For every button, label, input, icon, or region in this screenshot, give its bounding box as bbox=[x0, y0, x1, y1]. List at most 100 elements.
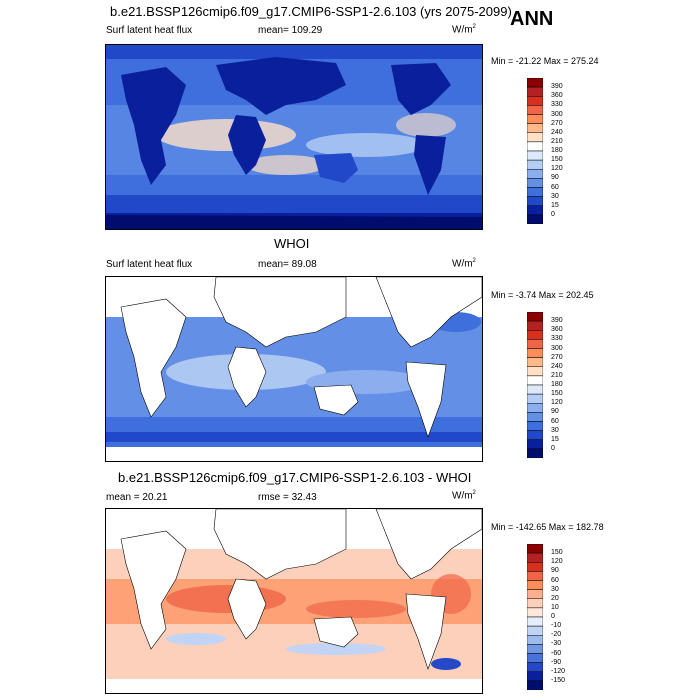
colorbar-level-label: -60 bbox=[551, 649, 562, 657]
panel2-variable-label: Surf latent heat flux bbox=[106, 259, 193, 270]
colorbar-swatch bbox=[527, 375, 543, 386]
colorbar-swatch bbox=[527, 123, 543, 133]
colorbar-level-label: 0 bbox=[551, 210, 555, 218]
panel2-title: WHOI bbox=[274, 236, 310, 251]
panel1-units: W/m2 bbox=[452, 24, 476, 36]
colorbar-swatch bbox=[527, 393, 543, 404]
colorbar-swatch bbox=[527, 403, 543, 413]
season-label: ANN bbox=[510, 8, 554, 30]
colorbar-swatch bbox=[527, 187, 543, 197]
colorbar-swatch bbox=[527, 196, 543, 206]
colorbar-level-label: 20 bbox=[551, 594, 559, 602]
panel3-units: W/m2 bbox=[452, 490, 476, 502]
colorbar-level-label: 0 bbox=[551, 613, 555, 620]
colorbar-swatch bbox=[527, 96, 543, 106]
colorbar-level-label: 15 bbox=[551, 435, 559, 443]
colorbar-level-label: 360 bbox=[551, 326, 563, 334]
colorbar-level-label: 60 bbox=[551, 576, 559, 584]
colorbar-swatch bbox=[527, 78, 543, 88]
colorbar-level-label: 60 bbox=[551, 417, 559, 425]
colorbar-level-label: 180 bbox=[551, 147, 563, 154]
colorbar-level-label: 15 bbox=[551, 201, 559, 209]
panel2-minmax: Min = -3.74 Max = 202.45 bbox=[491, 290, 594, 300]
colorbar-level-label: -150 bbox=[551, 676, 566, 684]
colorbar-level-label: -20 bbox=[551, 631, 562, 639]
colorbar-level-label: 30 bbox=[551, 192, 559, 200]
colorbar-swatch bbox=[527, 86, 543, 97]
colorbar-level-label: 60 bbox=[551, 183, 559, 191]
colorbar-swatch bbox=[527, 320, 543, 331]
colorbar-swatch bbox=[527, 421, 543, 431]
colorbar-level-label: -30 bbox=[551, 640, 562, 648]
colorbar-level-label: 30 bbox=[551, 426, 559, 434]
panel2-map-svg bbox=[106, 277, 482, 461]
colorbar-swatch bbox=[527, 330, 543, 340]
panel1-variable-label: Surf latent heat flux bbox=[106, 25, 193, 36]
colorbar-swatch bbox=[527, 114, 543, 124]
colorbar-level-label: 390 bbox=[551, 83, 563, 91]
panel3-minmax: Min = -142.65 Max = 182.78 bbox=[491, 522, 604, 532]
colorbar-swatch bbox=[527, 214, 543, 224]
colorbar-swatch bbox=[527, 366, 543, 377]
colorbar-level-label: 150 bbox=[551, 156, 563, 164]
colorbar-swatch bbox=[527, 580, 543, 590]
panel3-colorbar-labels: 150 120 90 60 30 20 10 0 -10 -20 -30 -60 -90 -120 -150 bbox=[551, 544, 581, 690]
colorbar-swatch bbox=[527, 205, 543, 216]
colorbar-level-label: 30 bbox=[551, 585, 559, 593]
colorbar-level-label: 240 bbox=[551, 362, 563, 370]
colorbar-level-label: 330 bbox=[551, 101, 563, 109]
panel3-title: b.e21.BSSP126cmip6.f09_g17.CMIP6-SSP1-2.… bbox=[118, 470, 472, 485]
colorbar-swatch bbox=[527, 412, 543, 422]
panel3-map bbox=[105, 508, 483, 694]
panel1-colorbar bbox=[527, 78, 543, 224]
colorbar-level-label: 270 bbox=[551, 119, 563, 127]
colorbar-swatch bbox=[527, 105, 543, 115]
colorbar-swatch bbox=[527, 607, 543, 618]
colorbar-level-label: -120 bbox=[551, 667, 566, 675]
colorbar-swatch bbox=[527, 653, 543, 663]
colorbar-swatch bbox=[527, 680, 543, 690]
panel2-colorbar-svg bbox=[527, 312, 543, 458]
colorbar-level-label: 360 bbox=[551, 92, 563, 100]
colorbar-swatch bbox=[527, 671, 543, 682]
colorbar-level-label: 90 bbox=[551, 408, 559, 416]
panel1-title: b.e21.BSSP126cmip6.f09_g17.CMIP6-SSP1-2.… bbox=[110, 4, 512, 19]
panel2-units: W/m2 bbox=[452, 258, 476, 270]
colorbar-swatch bbox=[527, 552, 543, 563]
colorbar-swatch bbox=[527, 616, 543, 627]
colorbar-swatch bbox=[527, 644, 543, 654]
colorbar-swatch bbox=[527, 141, 543, 152]
panel2-colorbar bbox=[527, 312, 543, 458]
colorbar-swatch bbox=[527, 589, 543, 599]
colorbar-level-label: 120 bbox=[551, 558, 563, 566]
colorbar-swatch bbox=[527, 348, 543, 358]
colorbar-level-label: 300 bbox=[551, 110, 563, 118]
panel3-colorbar-svg bbox=[527, 544, 543, 690]
colorbar-level-label: 10 bbox=[551, 603, 559, 611]
colorbar-level-label: 90 bbox=[551, 174, 559, 182]
colorbar-swatch bbox=[527, 312, 543, 322]
colorbar-level-label: 210 bbox=[551, 371, 563, 379]
colorbar-swatch bbox=[527, 571, 543, 581]
panel3-colorbar bbox=[527, 544, 543, 690]
colorbar-level-label: 390 bbox=[551, 317, 563, 325]
colorbar-level-label: 150 bbox=[551, 549, 563, 557]
colorbar-swatch bbox=[527, 132, 543, 143]
panel3-mean-label: mean = 20.21 bbox=[106, 492, 168, 503]
colorbar-level-label: 120 bbox=[551, 165, 563, 173]
panel1-colorbar-svg bbox=[527, 78, 543, 224]
colorbar-swatch bbox=[527, 662, 543, 672]
panel1-map bbox=[105, 44, 483, 230]
colorbar-level-label: -10 bbox=[551, 622, 562, 630]
colorbar-swatch bbox=[527, 562, 543, 572]
colorbar-swatch bbox=[527, 178, 543, 188]
colorbar-level-label: 120 bbox=[551, 399, 563, 407]
colorbar-level-label: -90 bbox=[551, 658, 562, 666]
colorbar-level-label: 90 bbox=[551, 567, 559, 575]
colorbar-swatch bbox=[527, 439, 543, 450]
colorbar-swatch bbox=[527, 339, 543, 349]
panel2-map bbox=[105, 276, 483, 462]
colorbar-swatch bbox=[527, 448, 543, 458]
colorbar-swatch bbox=[527, 159, 543, 170]
panel1-mean-label: mean= 109.29 bbox=[258, 25, 323, 36]
